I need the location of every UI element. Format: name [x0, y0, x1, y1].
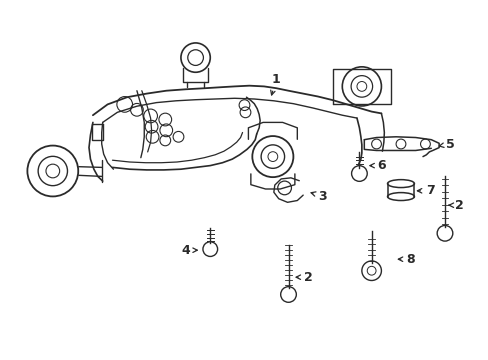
Text: 3: 3 — [310, 190, 326, 203]
Text: 4: 4 — [181, 244, 197, 257]
Text: 8: 8 — [398, 253, 414, 266]
Text: 2: 2 — [448, 199, 463, 212]
Text: 2: 2 — [296, 271, 312, 284]
Text: 6: 6 — [369, 159, 385, 172]
Text: 5: 5 — [438, 138, 453, 150]
Text: 1: 1 — [270, 73, 280, 95]
Text: 7: 7 — [417, 184, 434, 197]
